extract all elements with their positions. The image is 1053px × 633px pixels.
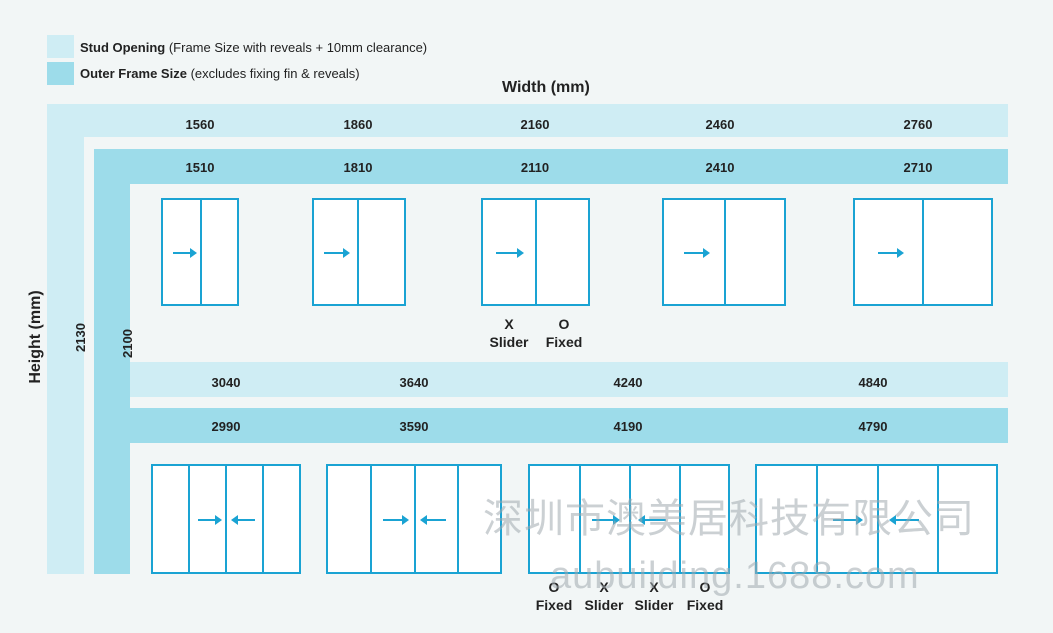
arrow-right-icon — [878, 248, 904, 258]
legend-stud-title: Stud Opening — [80, 40, 166, 55]
row1-stud-width: 2760 — [903, 117, 933, 132]
caption-x: X — [649, 579, 659, 595]
watermark-url: aubuilding.1688.com — [550, 555, 920, 597]
caption-slider-left: X Slider — [585, 578, 624, 614]
caption-x: X — [599, 579, 609, 595]
row2-outer-width: 4190 — [613, 419, 643, 434]
arrow-left-icon — [889, 515, 919, 525]
arrow-right-icon — [324, 248, 350, 258]
row1-stud-width: 1560 — [185, 117, 215, 132]
door-4panel-4790 — [755, 464, 998, 574]
legend-stud: Stud Opening (Frame Size with reveals + … — [80, 40, 427, 55]
arrow-right-icon — [592, 515, 620, 525]
door-2panel-1510 — [161, 198, 239, 306]
row2-outer-band — [130, 408, 1008, 443]
row2-stud-band — [130, 362, 1008, 397]
panel-divider — [679, 466, 681, 572]
row1-stud-width: 2460 — [705, 117, 735, 132]
door-4panel-2990 — [151, 464, 301, 574]
caption-slider-label: Slider — [489, 334, 529, 350]
row1-outer-width: 2110 — [520, 160, 550, 175]
panel-divider — [937, 466, 939, 572]
panel-divider — [370, 466, 372, 572]
arrow-left-icon — [231, 515, 255, 525]
arrow-right-icon — [173, 248, 197, 258]
caption-o: O — [699, 579, 711, 595]
row2-stud-width: 4240 — [613, 375, 643, 390]
panel-divider — [724, 200, 726, 304]
caption-fixed-label: Fixed — [545, 334, 583, 350]
panel-divider — [535, 200, 537, 304]
panel-divider — [877, 466, 879, 572]
arrow-left-icon — [638, 515, 666, 525]
caption-slider-label: Slider — [634, 597, 674, 613]
caption-slider-label: Slider — [584, 597, 624, 613]
row1-outer-width: 2710 — [903, 160, 933, 175]
arrow-right-icon — [496, 248, 524, 258]
row1-outer-width: 1510 — [185, 160, 215, 175]
caption-o: O — [558, 316, 570, 332]
legend-outer: Outer Frame Size (excludes fixing fin & … — [80, 66, 360, 81]
caption-slider-right: X Slider — [635, 578, 674, 614]
row1-stud-width: 2160 — [520, 117, 550, 132]
panel-divider — [922, 200, 924, 304]
row1-stud-width: 1860 — [343, 117, 373, 132]
legend-outer-desc: (excludes fixing fin & reveals) — [190, 66, 360, 81]
legend-stud-desc: (Frame Size with reveals + 10mm clearanc… — [168, 40, 428, 55]
panel-divider — [262, 466, 264, 572]
row2-outer-width: 4790 — [858, 419, 888, 434]
arrow-left-icon — [420, 515, 446, 525]
door-2panel-2410 — [662, 198, 786, 306]
legend-swatch-stud — [47, 35, 74, 58]
panel-divider — [816, 466, 818, 572]
panel-divider — [457, 466, 459, 572]
caption-fixed-label: Fixed — [686, 597, 724, 613]
row2-stud-width: 4840 — [858, 375, 888, 390]
arrow-right-icon — [198, 515, 222, 525]
outer-height-value: 2100 — [119, 329, 135, 358]
caption-fixed-right: O Fixed — [687, 578, 724, 614]
row1-outer-band — [130, 149, 1008, 184]
caption-fixed-label: Fixed — [535, 597, 573, 613]
door-2panel-2710 — [853, 198, 993, 306]
caption-fixed-left: O Fixed — [536, 578, 573, 614]
door-2panel-1810 — [312, 198, 406, 306]
row1-outer-width: 2410 — [705, 160, 735, 175]
row1-stud-band — [84, 104, 1008, 137]
door-4panel-4190 — [528, 464, 730, 574]
stud-height-band — [47, 104, 84, 574]
row2-stud-width: 3040 — [211, 375, 241, 390]
row2-stud-width: 3640 — [399, 375, 429, 390]
width-title: Width (mm) — [502, 79, 590, 96]
stud-height-value: 2130 — [72, 323, 88, 352]
outer-height-band — [94, 149, 130, 574]
panel-divider — [225, 466, 227, 572]
door-4panel-3590 — [326, 464, 502, 574]
door-2panel-2110 — [481, 198, 590, 306]
arrow-right-icon — [383, 515, 409, 525]
panel-divider — [188, 466, 190, 572]
legend-outer-title: Outer Frame Size — [80, 66, 187, 81]
caption-fixed: O Fixed — [546, 315, 583, 351]
caption-x: X — [504, 316, 514, 332]
legend-swatch-outer — [47, 62, 74, 85]
row1-outer-width: 1810 — [343, 160, 373, 175]
arrow-right-icon — [684, 248, 710, 258]
row2-outer-width: 3590 — [399, 419, 429, 434]
row2-outer-width: 2990 — [211, 419, 241, 434]
arrow-right-icon — [833, 515, 863, 525]
panel-divider — [579, 466, 581, 572]
height-title: Height (mm) — [27, 290, 44, 384]
panel-divider — [629, 466, 631, 572]
caption-slider: X Slider — [490, 315, 529, 351]
watermark-company: 深圳市澳美居科技有限公司 — [483, 497, 975, 541]
panel-divider — [357, 200, 359, 304]
panel-divider — [414, 466, 416, 572]
panel-divider — [200, 200, 202, 304]
caption-o: O — [548, 579, 560, 595]
